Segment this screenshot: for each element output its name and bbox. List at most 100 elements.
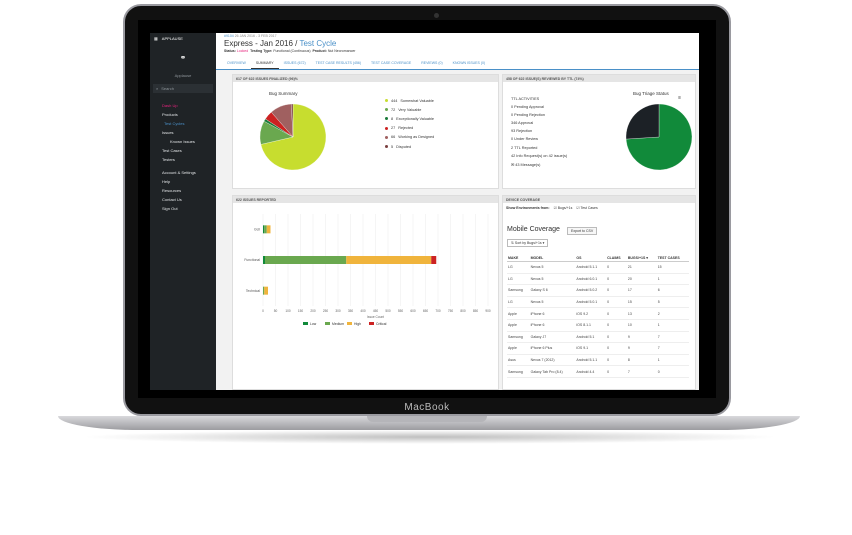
bar-segment xyxy=(263,286,265,295)
sidebar-item-dash-up[interactable]: Dash Up xyxy=(162,103,178,108)
sidebar-item-account[interactable]: Account & Settings xyxy=(162,170,196,175)
bar-segment xyxy=(264,286,268,295)
table-row[interactable]: LG Nexus 5 Android 5.1.1 0 21 15 xyxy=(507,261,689,274)
table-row[interactable]: Apple iPhone 6 Plus iOS 9.1 0 9 7 xyxy=(507,342,689,355)
table-cell: 9 xyxy=(626,342,657,355)
bugs-checkbox[interactable]: ☑ Bugs/+1s xyxy=(553,206,573,210)
table-row[interactable]: Asus Nexus 7 (2012) Android 5.1.1 0 8 1 xyxy=(507,354,689,367)
reported-panel-title: 622 ISSUES REPORTED xyxy=(233,196,498,203)
table-row[interactable]: Apple iPhone 6 iOS 9.2 0 13 2 xyxy=(507,307,689,320)
x-tick-label: 0 xyxy=(262,309,264,313)
table-cell: iPhone 6 xyxy=(529,307,576,320)
table-cell: 0 xyxy=(606,342,627,355)
x-tick-label: 100 xyxy=(285,309,291,313)
table-row[interactable]: Samsung Galaxy J7 Android 5.1 0 9 7 xyxy=(507,331,689,344)
mobile-coverage-title: Mobile Coverage xyxy=(507,226,560,233)
bar-segment xyxy=(431,256,437,264)
app-screen: ▦ APPLAUSE ⚭ Applause ⌕ Search Dash Up P… xyxy=(150,33,699,390)
table-cell: iOS 9.1 xyxy=(575,342,607,355)
x-tick-label: 200 xyxy=(310,309,316,313)
column-header[interactable]: CLAIMS xyxy=(606,254,627,262)
legend-label: Exceptionally Valuable xyxy=(396,116,435,121)
x-tick-label: 50 xyxy=(274,309,278,313)
column-header[interactable]: OS xyxy=(575,254,607,262)
x-tick-label: 550 xyxy=(398,309,404,313)
testcases-checkbox[interactable]: ☑ Test Cases xyxy=(576,206,598,210)
table-row[interactable]: Samsung Galaxy S 6 Android 5.0.2 0 17 6 xyxy=(507,284,689,297)
legend-dot xyxy=(385,117,388,121)
table-cell: LG xyxy=(507,296,530,309)
column-header[interactable]: TEST CASES xyxy=(656,254,689,262)
product-label: Product: xyxy=(312,49,327,53)
table-cell: 7 xyxy=(626,365,657,378)
brand-logo: APPLAUSE xyxy=(161,35,183,41)
sidebar-item-products[interactable]: Products xyxy=(162,112,178,117)
ttl-item[interactable]: 42 Info Request(s) on 42 issue(s) xyxy=(511,153,568,158)
sidebar-item-issues[interactable]: Issues xyxy=(162,130,174,135)
sidebar-item-testers[interactable]: Testers xyxy=(162,157,175,162)
sidebar-item-test-cases[interactable]: Test Cases xyxy=(162,148,182,153)
table-row[interactable]: LG Nexus 5 Android 5.0.1 0 15 5 xyxy=(507,296,689,309)
table-cell: 0 xyxy=(656,365,689,378)
tab-reviews[interactable]: REVIEWS (0) xyxy=(421,61,443,65)
table-cell: 9 xyxy=(626,331,657,344)
table-cell: iPhone 6 Plus xyxy=(529,342,576,355)
table-cell: 15 xyxy=(626,296,657,309)
legend-label: Medium xyxy=(332,322,344,326)
sidebar-item-test-cycles[interactable]: Test Cycles xyxy=(164,121,185,126)
bar-segment xyxy=(266,225,271,234)
tab-test-case-coverage[interactable]: TEST CASE COVERAGE xyxy=(371,61,412,65)
table-cell: LG xyxy=(507,273,530,286)
search-input[interactable]: ⌕ Search xyxy=(153,84,213,93)
table-row[interactable]: Samsung Galaxy Tab Pro (8.4) Android 4.4 0 7… xyxy=(507,365,689,378)
reported-panel: 622 ISSUES REPORTED 0 50 100 150 200 250 300 35… xyxy=(232,195,499,390)
tab-overview[interactable]: OVERVIEW xyxy=(227,61,246,65)
tab-known-issues[interactable]: KNOWN ISSUES (0) xyxy=(452,61,486,65)
table-cell: 1 xyxy=(656,319,689,332)
camera-icon xyxy=(434,13,439,18)
legend-label: Working as Designed xyxy=(398,135,435,140)
sidebar-item-resources[interactable]: Resources xyxy=(162,188,182,193)
sort-dropdown[interactable]: ⇅ Sort by Bugs/+1s ▾ xyxy=(507,239,549,247)
table-cell: 0 xyxy=(606,284,627,297)
device-table: MAKE MODEL OS CLAIMS BUGS/+1S ▾ TEST CAS… xyxy=(507,254,689,378)
legend-dot xyxy=(385,99,388,103)
column-header[interactable]: BUGS/+1S ▾ xyxy=(626,254,657,262)
sidebar-item-known-issues[interactable]: Known Issues xyxy=(170,139,195,144)
legend-item: 27 Rejected xyxy=(385,124,434,133)
tab-issues[interactable]: ISSUES (672) xyxy=(283,61,306,65)
menu-icon[interactable]: ≡ xyxy=(678,95,681,101)
column-header[interactable]: MODEL xyxy=(529,254,576,262)
table-cell: Android 5.1 xyxy=(575,331,607,344)
export-csv-button[interactable]: Export to CSV xyxy=(567,227,598,235)
sidebar-item-help[interactable]: Help xyxy=(162,179,171,184)
x-tick-label: 900 xyxy=(485,309,491,313)
grid-icon[interactable]: ▦ xyxy=(154,35,158,41)
legend-count: 8 xyxy=(391,116,394,121)
table-cell: 0 xyxy=(606,365,627,378)
status-label: Status: xyxy=(224,49,236,53)
legend-dot xyxy=(385,126,388,130)
table-cell: Nexus 7 (2012) xyxy=(529,354,576,367)
table-row[interactable]: LG Nexus 5 Android 6.0.1 0 20 1 xyxy=(507,273,689,286)
filter-label: Show Environments from: xyxy=(506,206,550,210)
sidebar-item-contact[interactable]: Contact Us xyxy=(162,197,182,202)
testcases-checkbox-label: Test Cases xyxy=(580,206,598,210)
legend-item: 72 Very Valuable xyxy=(385,105,434,114)
column-header[interactable]: MAKE xyxy=(507,254,530,262)
tab-summary[interactable]: SUMMARY xyxy=(250,59,279,69)
table-row[interactable]: Apple iPhone 6 iOS 8.1.1 0 10 1 xyxy=(507,319,689,332)
table-cell: Nexus 5 xyxy=(529,273,576,286)
legend-count: 27 xyxy=(391,126,396,131)
ttl-item[interactable]: ✉ 43 Message(s) xyxy=(511,162,567,170)
table-cell: Android 5.0.1 xyxy=(575,296,607,309)
y-tick-label: Functional xyxy=(244,258,260,262)
sidebar-item-sign-out[interactable]: Sign Out xyxy=(162,206,178,211)
ttl-activities: TTL ACTIVITIES 0 Pending Approval 0 Pend… xyxy=(511,97,567,170)
tab-test-case-results[interactable]: TEST CASE RESULTS (456) xyxy=(315,61,362,65)
table-cell: Apple xyxy=(507,307,530,320)
table-cell: Android 6.0.1 xyxy=(575,273,607,286)
cycle-id[interactable]: #9104 xyxy=(224,34,234,38)
tab-bar: OVERVIEW SUMMARY ISSUES (672) TEST CASE … xyxy=(222,59,490,69)
